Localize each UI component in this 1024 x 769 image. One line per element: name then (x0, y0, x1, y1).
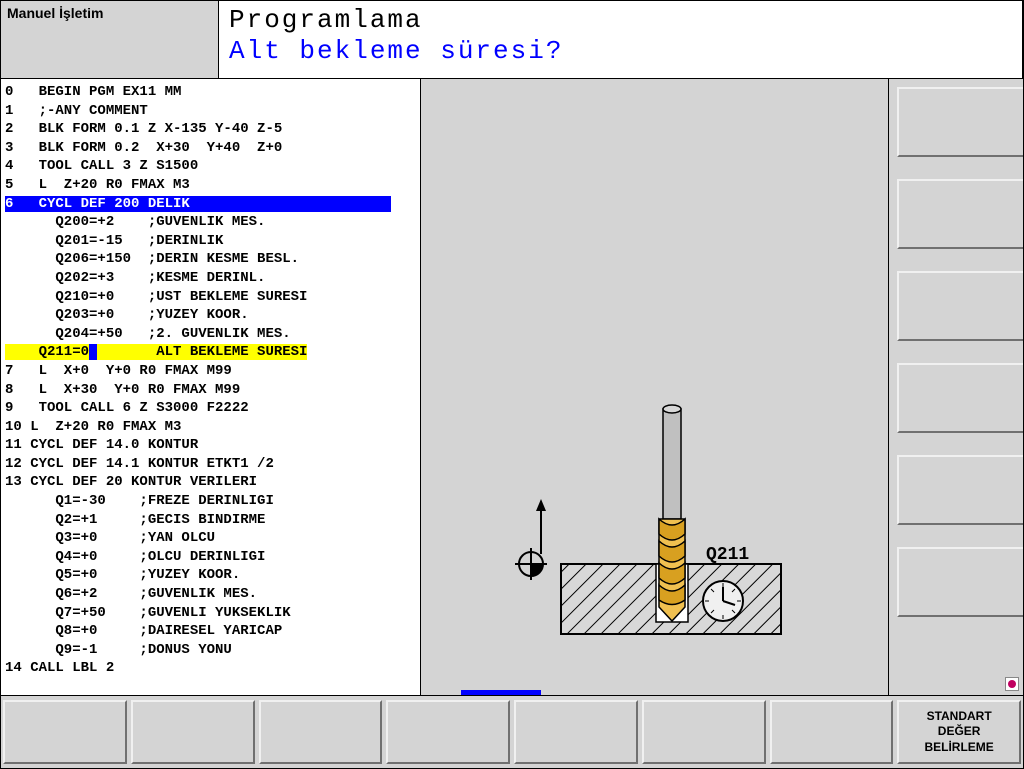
program-line[interactable]: Q200=+2 ;GUVENLIK MES. (5, 213, 416, 232)
program-line[interactable]: Q210=+0 ;UST BEKLEME SURESI (5, 288, 416, 307)
softkey-f8-line3: BELİRLEME (899, 740, 1019, 756)
softkey-f1[interactable] (3, 700, 127, 764)
program-line[interactable]: 2 BLK FORM 0.1 Z X-135 Y-40 Z-5 (5, 120, 416, 139)
header-bar: Manuel İşletim Programlama Alt bekleme s… (1, 1, 1023, 79)
softkey-f8[interactable]: STANDART DEĞER BELİRLEME (897, 700, 1021, 764)
program-line[interactable]: Q2=+1 ;GECIS BINDIRME (5, 511, 416, 530)
progress-indicator (461, 690, 541, 695)
program-line[interactable]: 10 L Z+20 R0 FMAX M3 (5, 418, 416, 437)
softkey-f7[interactable] (770, 700, 894, 764)
program-line[interactable]: Q206=+150 ;DERIN KESME BESL. (5, 250, 416, 269)
softkey-right-3[interactable] (897, 271, 1023, 341)
program-line[interactable]: Q9=-1 ;DONUS YONU (5, 641, 416, 660)
cycle-help-graphic: Q211 (491, 319, 831, 639)
program-line[interactable]: 6 CYCL DEF 200 DELIK (5, 195, 416, 214)
program-line[interactable]: 5 L Z+20 R0 FMAX M3 (5, 176, 416, 195)
program-line[interactable]: Q1=-30 ;FREZE DERINLIGI (5, 492, 416, 511)
softkey-right-2[interactable] (897, 179, 1023, 249)
vertical-softkey-bar (889, 79, 1023, 695)
page-title: Programlama (229, 5, 1012, 36)
main-area: 0 BEGIN PGM EX11 MM1 ;-ANY COMMENT2 BLK … (1, 79, 1023, 696)
program-line[interactable]: Q211=0 ALT BEKLEME SURESI (5, 343, 416, 362)
program-line[interactable]: 0 BEGIN PGM EX11 MM (5, 83, 416, 102)
page-subtitle: Alt bekleme süresi? (229, 36, 1012, 66)
softkey-f8-line2: DEĞER (899, 724, 1019, 740)
softkey-right-1[interactable] (897, 87, 1023, 157)
softkey-f6[interactable] (642, 700, 766, 764)
program-line[interactable]: Q201=-15 ;DERINLIK (5, 232, 416, 251)
mode-indicator: Manuel İşletim (1, 1, 219, 78)
program-line[interactable]: 13 CYCL DEF 20 KONTUR VERILERI (5, 473, 416, 492)
program-line[interactable]: Q6=+2 ;GUVENLIK MES. (5, 585, 416, 604)
status-icon[interactable] (1005, 677, 1019, 691)
help-graphic-panel: Q211 (421, 79, 889, 695)
header-title-area: Programlama Alt bekleme süresi? (219, 1, 1023, 78)
program-line[interactable]: 7 L X+0 Y+0 R0 FMAX M99 (5, 362, 416, 381)
program-line[interactable]: 4 TOOL CALL 3 Z S1500 (5, 157, 416, 176)
cnc-screen: Manuel İşletim Programlama Alt bekleme s… (0, 0, 1024, 769)
program-line[interactable]: Q3=+0 ;YAN OLCU (5, 529, 416, 548)
softkey-f3[interactable] (259, 700, 383, 764)
mode-label: Manuel İşletim (7, 5, 103, 21)
program-line[interactable]: 8 L X+30 Y+0 R0 FMAX M99 (5, 381, 416, 400)
softkey-f4[interactable] (386, 700, 510, 764)
softkey-f8-line1: STANDART (899, 709, 1019, 725)
program-line[interactable]: 11 CYCL DEF 14.0 KONTUR (5, 436, 416, 455)
program-line[interactable]: Q204=+50 ;2. GUVENLIK MES. (5, 325, 416, 344)
softkey-right-4[interactable] (897, 363, 1023, 433)
program-line[interactable]: Q8=+0 ;DAIRESEL YARICAP (5, 622, 416, 641)
program-line[interactable]: 9 TOOL CALL 6 Z S3000 F2222 (5, 399, 416, 418)
program-listing[interactable]: 0 BEGIN PGM EX11 MM1 ;-ANY COMMENT2 BLK … (1, 79, 421, 695)
program-line[interactable]: Q4=+0 ;OLCU DERINLIGI (5, 548, 416, 567)
softkey-f5[interactable] (514, 700, 638, 764)
program-line[interactable]: 14 CALL LBL 2 (5, 659, 416, 678)
param-label: Q211 (706, 545, 749, 565)
horizontal-softkey-bar: STANDART DEĞER BELİRLEME (1, 696, 1023, 768)
softkey-right-5[interactable] (897, 455, 1023, 525)
softkey-right-6[interactable] (897, 547, 1023, 617)
program-line[interactable]: Q5=+0 ;YUZEY KOOR. (5, 566, 416, 585)
softkey-f2[interactable] (131, 700, 255, 764)
program-line[interactable]: Q202=+3 ;KESME DERINL. (5, 269, 416, 288)
program-line[interactable]: Q203=+0 ;YUZEY KOOR. (5, 306, 416, 325)
program-line[interactable]: 1 ;-ANY COMMENT (5, 102, 416, 121)
program-line[interactable]: 12 CYCL DEF 14.1 KONTUR ETKT1 /2 (5, 455, 416, 474)
program-line[interactable]: Q7=+50 ;GUVENLI YUKSEKLIK (5, 604, 416, 623)
program-line[interactable]: 3 BLK FORM 0.2 X+30 Y+40 Z+0 (5, 139, 416, 158)
